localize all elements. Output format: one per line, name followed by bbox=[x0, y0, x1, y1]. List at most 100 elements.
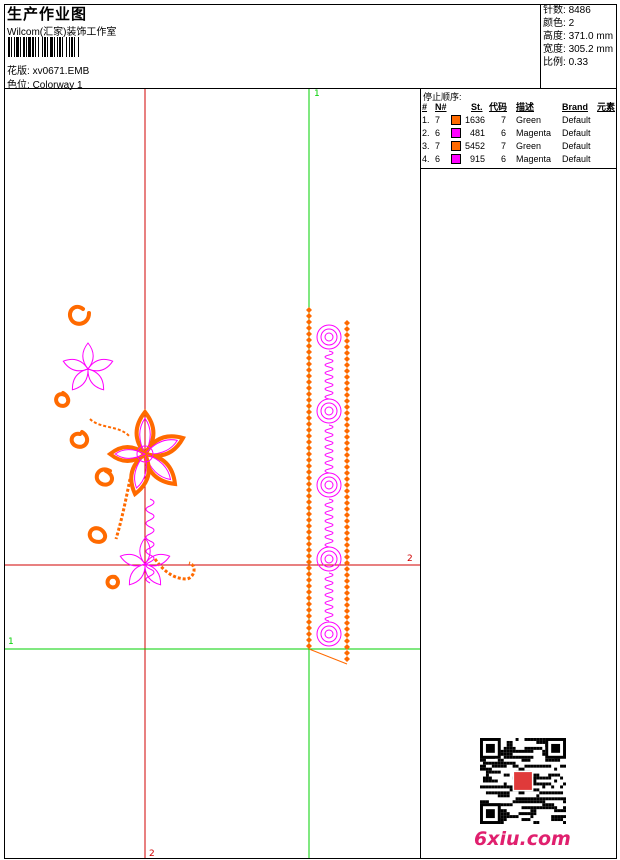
width: 宽度: 305.2 mm bbox=[543, 44, 614, 55]
qr-module bbox=[527, 764, 531, 768]
qr-module bbox=[491, 764, 495, 768]
stop-sequence-label: 停止顺序: bbox=[423, 92, 462, 102]
qr-module bbox=[545, 806, 549, 810]
qr-module bbox=[503, 782, 507, 786]
qr-module bbox=[494, 785, 498, 789]
qr-code bbox=[480, 738, 566, 824]
satin-stitch bbox=[344, 524, 350, 530]
design-canvas[interactable]: 1 1 2 2 bbox=[5, 89, 420, 858]
satin-stitch bbox=[344, 536, 350, 542]
satin-stitch bbox=[344, 650, 350, 656]
qr-module bbox=[557, 818, 561, 822]
satin-stitch bbox=[344, 416, 350, 422]
satin-stitch bbox=[306, 541, 312, 547]
qr-module bbox=[527, 818, 531, 822]
satin-stitch bbox=[306, 547, 312, 553]
satin-stitch bbox=[306, 601, 312, 607]
qr-module bbox=[500, 749, 504, 753]
qr-module bbox=[506, 743, 510, 747]
spiral-motif bbox=[324, 332, 334, 342]
qr-module bbox=[557, 758, 561, 762]
qr-module bbox=[518, 800, 522, 804]
qr-module bbox=[533, 776, 537, 780]
satin-stitch bbox=[306, 355, 312, 361]
qr-module bbox=[485, 800, 489, 804]
qr-module bbox=[512, 800, 516, 804]
qr-module bbox=[536, 764, 540, 768]
satin-stitch bbox=[344, 458, 350, 464]
qr-module bbox=[506, 761, 510, 765]
qr-module bbox=[515, 749, 519, 753]
satin-stitch bbox=[306, 565, 312, 571]
spiral-motif bbox=[316, 621, 342, 647]
qr-module bbox=[533, 806, 537, 810]
qr-module bbox=[506, 755, 510, 759]
qr-module bbox=[503, 746, 507, 750]
qr-module bbox=[518, 767, 522, 771]
qr-module bbox=[557, 809, 561, 813]
satin-stitch bbox=[306, 331, 312, 337]
swirl bbox=[69, 430, 90, 449]
table-row[interactable]: 4. 6 915 6 Magenta Default bbox=[422, 154, 591, 164]
spiral-motif bbox=[320, 476, 338, 494]
qr-module bbox=[503, 764, 507, 768]
col-stitches: St. bbox=[471, 102, 483, 112]
wave-motif bbox=[324, 498, 334, 548]
qr-module bbox=[485, 776, 489, 780]
qr-module bbox=[533, 788, 537, 792]
qr-module bbox=[524, 738, 528, 741]
table-row[interactable]: 1. 7 1636 7 Green Default bbox=[422, 115, 591, 125]
flower-petal bbox=[134, 408, 156, 456]
qr-module bbox=[551, 791, 555, 795]
qr-module bbox=[557, 815, 561, 819]
small-flower-petal bbox=[62, 358, 89, 372]
qr-module bbox=[503, 794, 507, 798]
qr-module bbox=[527, 749, 531, 753]
qr-module bbox=[491, 791, 495, 795]
qr-module bbox=[560, 791, 564, 795]
satin-stitch bbox=[344, 548, 350, 554]
satin-stitch bbox=[306, 379, 312, 385]
qr-module bbox=[539, 764, 543, 768]
qr-module bbox=[518, 755, 522, 759]
qr-module bbox=[530, 812, 534, 816]
qr-module bbox=[485, 785, 489, 789]
small-flower-petal bbox=[119, 553, 146, 567]
file-name: 花版: xv0671.EMB bbox=[7, 62, 89, 77]
qr-module bbox=[560, 809, 564, 813]
qr-module bbox=[521, 791, 525, 795]
qr-finder bbox=[485, 743, 495, 753]
watermark: 6xiu.com bbox=[474, 828, 571, 850]
swirl bbox=[68, 304, 91, 326]
satin-stitch bbox=[306, 349, 312, 355]
satin-stitch bbox=[306, 373, 312, 379]
petal-fill bbox=[114, 449, 146, 459]
qr-module bbox=[500, 809, 504, 813]
qr-module bbox=[560, 797, 564, 801]
qr-module bbox=[482, 761, 486, 765]
table-row[interactable]: 3. 7 5452 7 Green Default bbox=[422, 141, 591, 151]
satin-stitch bbox=[306, 517, 312, 523]
qr-module bbox=[545, 776, 549, 780]
qr-module bbox=[521, 755, 525, 759]
swirl bbox=[105, 574, 120, 590]
qr-module bbox=[521, 806, 525, 810]
qr-module bbox=[506, 785, 510, 789]
satin-stitch bbox=[306, 319, 312, 325]
qr-module bbox=[521, 818, 525, 822]
small-flower-petal bbox=[139, 537, 151, 565]
satin-stitch bbox=[306, 499, 312, 505]
spiral-motif bbox=[320, 402, 338, 420]
qr-module bbox=[542, 797, 546, 801]
satin-stitch bbox=[306, 631, 312, 637]
qr-module bbox=[542, 749, 546, 753]
qr-module bbox=[521, 800, 525, 804]
qr-module bbox=[480, 767, 483, 771]
qr-module bbox=[500, 758, 504, 762]
qr-module bbox=[506, 815, 510, 819]
table-row[interactable]: 2. 6 481 6 Magenta Default bbox=[422, 128, 591, 138]
qr-module bbox=[524, 746, 528, 750]
qr-module bbox=[530, 809, 534, 813]
jump-stitch bbox=[308, 648, 348, 665]
satin-stitch bbox=[306, 475, 312, 481]
